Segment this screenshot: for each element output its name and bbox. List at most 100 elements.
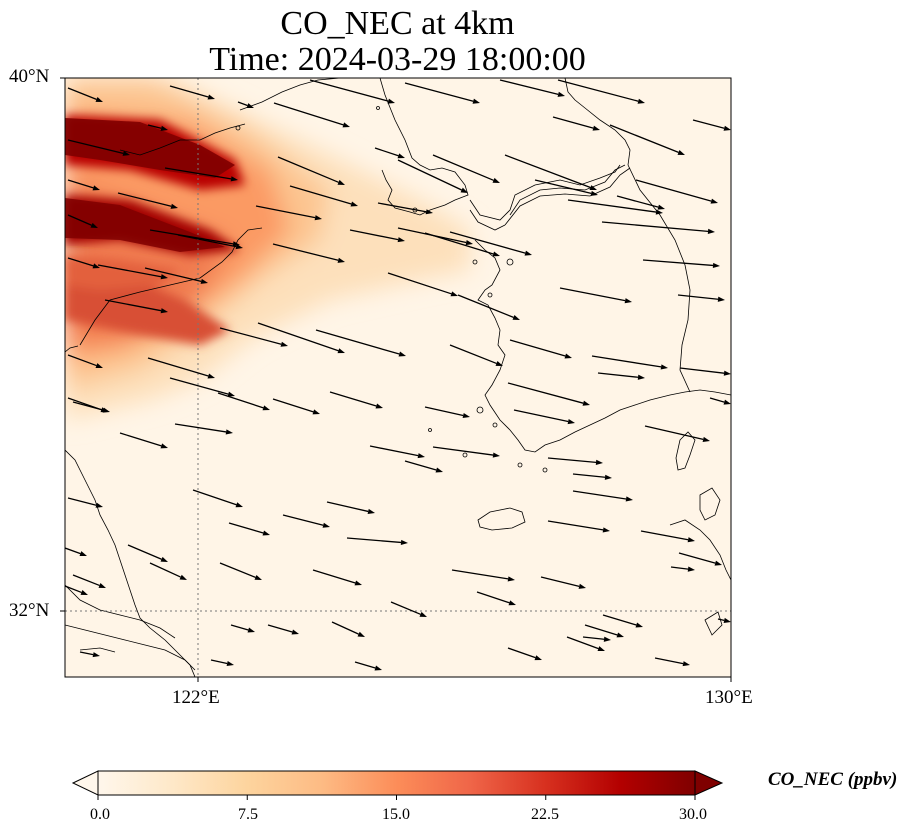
wind-arrow	[424, 232, 500, 257]
wind-arrow	[210, 659, 234, 667]
wind-arrow	[228, 522, 270, 536]
wind-arrow	[567, 199, 663, 215]
wind-arrow	[642, 259, 720, 269]
wind-arrow	[369, 445, 425, 459]
wind-arrow	[67, 257, 100, 269]
wind-arrow	[432, 154, 500, 183]
wind-arrow	[331, 621, 365, 637]
colorbar-tick-2: 15.0	[382, 806, 410, 823]
wind-arrow	[192, 489, 243, 508]
wind-arrow	[65, 547, 87, 557]
map-frame	[64, 77, 732, 678]
wind-arrow	[144, 267, 208, 284]
coastlines	[65, 78, 731, 677]
wind-arrow	[97, 264, 168, 280]
wind-arrow	[597, 372, 645, 380]
wind-arrow	[230, 624, 255, 633]
wind-arrow	[678, 552, 722, 566]
wind-arrow	[374, 147, 405, 159]
wind-arrow	[349, 229, 405, 243]
wind-arrow	[346, 537, 408, 546]
wind-arrow	[272, 398, 320, 415]
wind-arrow	[174, 423, 233, 435]
wind-arrow	[217, 392, 270, 411]
wind-arrow	[404, 82, 480, 104]
wind-arrow	[557, 79, 645, 104]
wind-arrow	[147, 357, 215, 379]
wind-arrow	[67, 179, 100, 191]
colorbar-gradient	[97, 770, 696, 796]
wind-arrow	[507, 382, 590, 406]
colorbar-tick-3: 22.5	[531, 806, 559, 823]
wind-arrow	[609, 124, 685, 155]
wind-arrow	[219, 327, 288, 347]
wind-arrow	[476, 591, 516, 606]
lat-tick-40: 40°N	[9, 66, 50, 87]
wind-arrow	[169, 85, 215, 100]
lon-tick-122: 122°E	[172, 687, 220, 708]
wind-arrow	[289, 185, 358, 207]
title-line-2: Time: 2024-03-29 18:00:00	[209, 41, 586, 78]
wind-arrow	[457, 294, 520, 320]
wind-arrow	[273, 102, 350, 128]
wind-arrow	[509, 339, 572, 359]
wind-arrow	[309, 79, 395, 104]
colorbar-min-extend	[71, 770, 99, 796]
wind-arrow	[169, 377, 235, 397]
wind-arrow	[237, 101, 254, 108]
wind-arrow	[354, 661, 382, 671]
wind-arrow	[164, 167, 238, 182]
wind-arrow	[79, 651, 100, 658]
wind-arrow	[390, 601, 427, 617]
wind-arrow	[72, 401, 110, 413]
wind-arrow	[547, 457, 603, 465]
title-line-1: CO_NEC at 4km	[280, 5, 515, 42]
wind-arrow	[566, 636, 605, 652]
wind-arrow	[717, 617, 731, 623]
wind-arrow	[547, 520, 610, 533]
wind-arrow	[709, 397, 731, 405]
wind-arrow	[559, 287, 632, 304]
colorbar-tick-0: 0.0	[90, 806, 110, 823]
wind-arrow	[397, 159, 468, 193]
wind-arrow	[679, 367, 731, 376]
wind-arrow	[104, 299, 168, 314]
wind-arrow	[277, 156, 345, 185]
wind-arrow	[582, 636, 611, 642]
colorbar-max-extend	[694, 770, 724, 796]
wind-arrow	[534, 179, 598, 196]
wind-arrow	[640, 530, 695, 543]
wind-arrow	[272, 243, 345, 263]
wind-arrow	[377, 202, 433, 215]
gridlines	[65, 78, 731, 677]
wind-arrow	[267, 624, 299, 635]
colorbar	[71, 770, 724, 800]
wind-arrow	[329, 391, 383, 409]
concentration-field	[65, 78, 731, 677]
wind-arrow	[513, 409, 575, 425]
wind-arrow	[149, 562, 187, 580]
wind-arrow	[127, 544, 168, 562]
wind-arrow	[147, 124, 168, 131]
wind-arrow	[119, 432, 168, 449]
wind-arrow	[219, 562, 262, 580]
wind-arrow	[424, 406, 470, 419]
wind-arrow	[572, 473, 612, 480]
wind-arrow	[449, 231, 532, 256]
wind-arrow	[282, 514, 330, 528]
wind-arrow	[451, 569, 515, 582]
wind-arrow	[692, 119, 731, 131]
wind-arrow	[540, 576, 586, 589]
wind-arrow	[387, 272, 458, 297]
wind-arrow	[584, 624, 624, 638]
wind-arrow	[257, 322, 345, 354]
wind-arrow	[117, 192, 178, 209]
wind-arrow	[644, 425, 710, 442]
wind-arrow	[677, 294, 725, 302]
wind-arrow	[591, 355, 668, 370]
wind-arrow	[404, 460, 443, 473]
wind-arrow	[315, 329, 406, 357]
wind-arrow	[177, 234, 243, 250]
wind-arrow	[72, 574, 106, 588]
